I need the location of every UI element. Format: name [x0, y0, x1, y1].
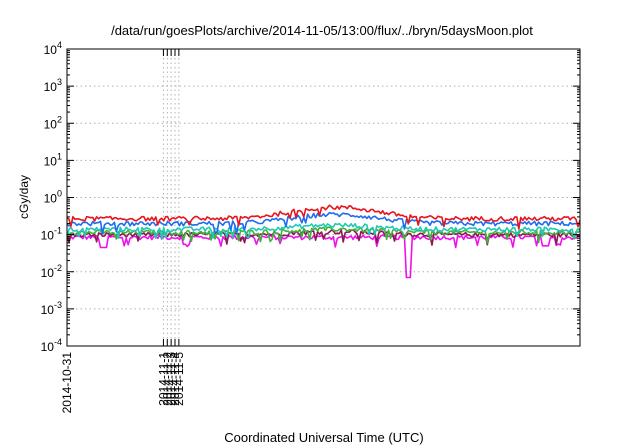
x-axis-label: Coordinated Universal Time (UTC): [224, 430, 423, 445]
y-tick-label: 10-4: [41, 337, 62, 354]
y-tick-label: 104: [44, 40, 62, 57]
y-tick-label: 102: [44, 114, 62, 131]
x-tick-label: 2014-10-31: [60, 352, 74, 414]
y-tick-label: 103: [44, 77, 62, 94]
x-tick-label: 2014-11-5: [172, 352, 186, 406]
y-axis-label: cGy/day: [17, 175, 31, 219]
series-line-1: [66, 204, 581, 230]
chart-title: /data/run/goesPlots/archive/2014-11-05/1…: [111, 23, 533, 38]
y-tick-label: 10-1: [41, 226, 62, 243]
axes: 10-4 10-3 10-2 10-1 100 101 102 103 104 2014-10-3…: [41, 40, 580, 413]
series-line-3: [66, 222, 581, 241]
x-tick-label: 2014-11-4: [168, 352, 182, 406]
series-line-4: [66, 226, 581, 244]
x-tick-label: 2014-11-3: [164, 352, 178, 406]
x-tick-label: 2014-11-1: [156, 352, 170, 406]
series-layer: [66, 204, 581, 279]
series-line-2: [66, 211, 581, 235]
series-line-5: [66, 229, 581, 246]
x-tick-label: 2014-11-2: [160, 352, 174, 406]
y-tick-label: 10-3: [41, 300, 62, 317]
y-tick-label: 100: [44, 189, 62, 206]
y-tick-label: 101: [44, 151, 62, 168]
y-tick-label: 10-2: [41, 263, 62, 280]
